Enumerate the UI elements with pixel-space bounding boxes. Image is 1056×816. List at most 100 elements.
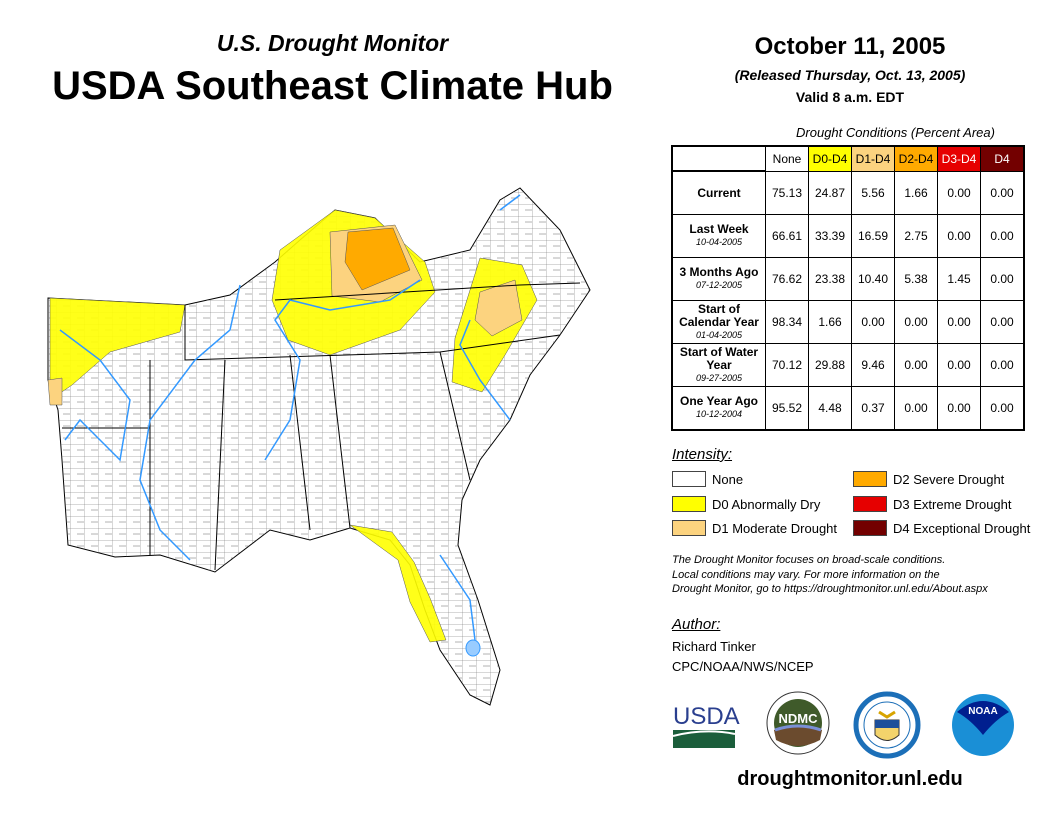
legend-d0: D0 Abnormally Dry xyxy=(672,496,820,512)
col-d4: D4 xyxy=(980,145,1025,172)
commerce-seal xyxy=(853,691,921,759)
logos: USDA NDMC NOAA xyxy=(672,691,1014,759)
col-d2-d4: D2-D4 xyxy=(894,145,938,172)
col-d1-d4: D1-D4 xyxy=(851,145,895,172)
svg-text:NOAA: NOAA xyxy=(968,706,997,717)
table-cell: 5.38 xyxy=(894,257,938,301)
table-cell: 0.00 xyxy=(851,300,895,344)
table-cell: 0.00 xyxy=(937,214,981,258)
row-label: One Year Ago 10-12-2004 xyxy=(671,386,766,431)
table-cell: 0.00 xyxy=(894,300,938,344)
legend-label: D1 Moderate Drought xyxy=(712,520,838,536)
table-cell: 0.00 xyxy=(937,300,981,344)
drought-map xyxy=(47,187,591,706)
row-date: 10-04-2005 xyxy=(695,237,743,247)
table-cell: 0.00 xyxy=(937,170,981,215)
legend-d1: D1 Moderate Drought xyxy=(672,520,837,536)
swatch xyxy=(672,520,706,536)
subtitle: U.S. Drought Monitor xyxy=(216,30,449,56)
row-label: Start of Calendar Year 01-04-2005 xyxy=(671,300,766,344)
ndmc-logo: NDMC xyxy=(766,691,830,755)
table-cell: 0.00 xyxy=(980,170,1025,215)
table-cell: 66.61 xyxy=(765,214,809,258)
table-cell: 0.00 xyxy=(894,386,938,431)
row-date: 07-12-2005 xyxy=(695,280,743,290)
page-title: USDA Southeast Climate Hub xyxy=(52,64,613,108)
valid-time: Valid 8 a.m. EDT xyxy=(795,89,905,105)
table-row: One Year Ago 10-12-2004 95.52 4.48 0.37 0.00 0… xyxy=(671,386,1025,431)
table-cell: 76.62 xyxy=(765,257,809,301)
table-cell: 0.00 xyxy=(980,214,1025,258)
legend-label: D4 Exceptional Drought xyxy=(893,520,1031,536)
table-cell: 24.87 xyxy=(808,170,852,215)
table-cell: 0.00 xyxy=(980,257,1025,301)
noaa-logo: NOAA xyxy=(952,694,1014,756)
swatch xyxy=(853,496,887,512)
author-name: Richard Tinker xyxy=(672,639,756,654)
table-row: Current 75.13 24.87 5.56 1.66 0.00 0.00 xyxy=(671,170,1025,215)
legend-label: D3 Extreme Drought xyxy=(893,496,1012,512)
swatch xyxy=(853,520,887,536)
legend-d3: D3 Extreme Drought xyxy=(853,496,1012,512)
author-info: Richard Tinker CPC/NOAA/NWS/NCEP xyxy=(672,637,814,677)
legend-d2: D2 Severe Drought xyxy=(853,471,1004,487)
col-d0-d4: D0-D4 xyxy=(808,145,852,172)
table-cell: 2.75 xyxy=(894,214,938,258)
table-cell: 70.12 xyxy=(765,343,809,387)
legend-label: None xyxy=(712,471,744,487)
row-label: Last Week 10-04-2005 xyxy=(671,214,766,258)
author-org: CPC/NOAA/NWS/NCEP xyxy=(672,659,814,674)
disclaimer-note: The Drought Monitor focuses on broad-sca… xyxy=(672,554,988,595)
table-cell: 0.00 xyxy=(937,343,981,387)
table-cell: 95.52 xyxy=(765,386,809,431)
table-cell: 33.39 xyxy=(808,214,852,258)
table-row: 3 Months Ago 07-12-2005 76.62 23.38 10.40 5.3… xyxy=(671,257,1025,301)
swatch xyxy=(672,496,706,512)
table-cell: 1.45 xyxy=(937,257,981,301)
row-label: Start of Water Year 09-27-2005 xyxy=(671,343,766,387)
table-caption: Drought Conditions (Percent Area) xyxy=(796,125,995,140)
map-date: October 11, 2005 xyxy=(754,33,946,60)
table-row: Last Week 10-04-2005 66.61 33.39 16.59 2.75 0.… xyxy=(671,214,1025,258)
table-cell: 10.40 xyxy=(851,257,895,301)
row-date: 01-04-2005 xyxy=(695,329,743,340)
row-date: 10-12-2004 xyxy=(695,409,743,419)
table-cell: 0.00 xyxy=(980,386,1025,431)
legend-title: Intensity: xyxy=(672,446,733,463)
table-cell: 0.00 xyxy=(894,343,938,387)
table-cell: 0.00 xyxy=(980,343,1025,387)
table-cell: 1.66 xyxy=(894,170,938,215)
author-title: Author: xyxy=(672,616,721,633)
table-cell: 1.66 xyxy=(808,300,852,344)
row-label: 3 Months Ago 07-12-2005 xyxy=(671,257,766,301)
svg-text:NDMC: NDMC xyxy=(779,711,819,726)
row-label: Current xyxy=(671,170,766,215)
table-cell: 29.88 xyxy=(808,343,852,387)
drought-d2 xyxy=(344,227,411,291)
table-cell: 75.13 xyxy=(765,170,809,215)
footer-url[interactable]: droughtmonitor.unl.edu xyxy=(737,768,963,790)
release-date: (Released Thursday, Oct. 13, 2005) xyxy=(734,67,966,83)
table-header-row: None D0-D4 D1-D4 D2-D4 D3-D4 D4 xyxy=(672,145,1025,172)
legend-label: D0 Abnormally Dry xyxy=(712,496,821,512)
col-d3-d4: D3-D4 xyxy=(937,145,981,172)
table-row: Start of Water Year 09-27-2005 70.12 29.88 9… xyxy=(671,343,1025,387)
lake-okeechobee xyxy=(465,639,481,657)
table-cell: 4.48 xyxy=(808,386,852,431)
table-cell: 0.00 xyxy=(937,386,981,431)
table-cell: 5.56 xyxy=(851,170,895,215)
usda-logo: USDA xyxy=(672,703,740,748)
swatch xyxy=(853,471,887,487)
rivers xyxy=(59,194,521,641)
table-row: Start of Calendar Year 01-04-2005 98.34 1.6… xyxy=(671,300,1025,344)
legend-d4: D4 Exceptional Drought xyxy=(853,520,1030,536)
col-none: None xyxy=(765,145,809,172)
legend-label: D2 Severe Drought xyxy=(893,471,1005,487)
table-cell: 16.59 xyxy=(851,214,895,258)
svg-text:USDA: USDA xyxy=(673,703,740,730)
swatch xyxy=(672,471,706,487)
table-cell: 98.34 xyxy=(765,300,809,344)
drought-conditions-table: None D0-D4 D1-D4 D2-D4 D3-D4 D4 Current 7… xyxy=(671,145,1025,431)
table-cell: 0.00 xyxy=(980,300,1025,344)
table-cell: 23.38 xyxy=(808,257,852,301)
